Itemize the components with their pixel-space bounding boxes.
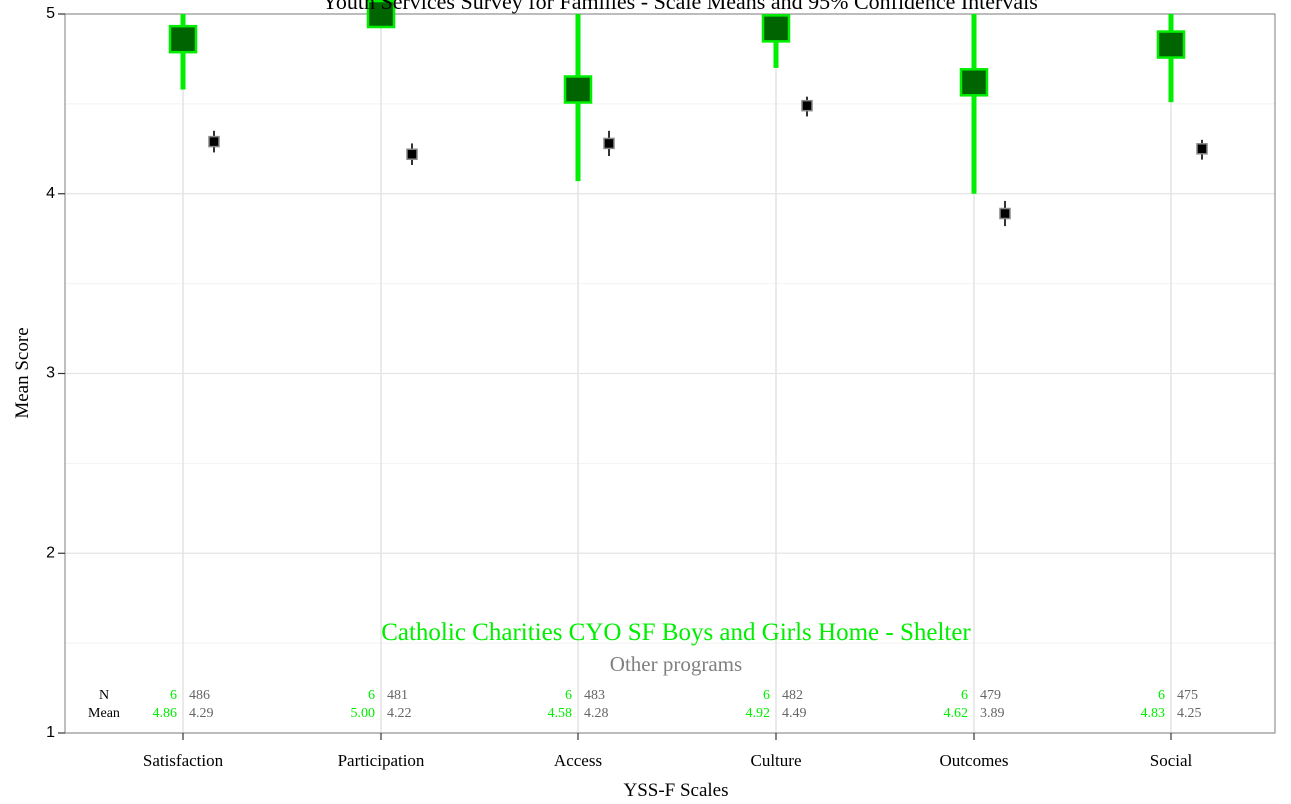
other-n-value: 483 [584,688,605,703]
y-tick-label: 1 [46,724,55,741]
x-axis-title: YSS-F Scales [623,780,728,801]
other-mean-marker [1196,143,1208,155]
other-mean-value: 4.29 [189,706,214,721]
other-mean-marker [406,148,418,160]
other-n-value: 486 [189,688,210,703]
y-axis-title: Mean Score [12,327,33,418]
other-mean-marker [603,137,615,150]
summary-table: N Mean 6 4.86 486 4.29 6 5.00 481 4.22 6 4.58 483 4.2… [88,688,1201,721]
y-tick-label: 4 [46,185,55,202]
program-mean-marker [761,14,791,43]
data-marks [168,0,1208,227]
program-n-value: 6 [170,688,177,703]
other-n-value: 475 [1177,688,1198,703]
other-mean-value: 4.25 [1177,706,1202,721]
y-axis: 1 2 3 4 5 [46,5,65,741]
program-mean-marker [959,68,989,97]
other-mean-marker [999,207,1011,220]
program-mean-value: 4.86 [153,706,178,721]
x-tick-label: Access [554,751,602,770]
program-mean-value: 4.92 [746,706,771,721]
other-mean-value: 4.49 [782,706,807,721]
program-mean-value: 4.83 [1141,706,1166,721]
legend-other-label: Other programs [610,652,742,676]
y-tick-label: 3 [46,365,55,382]
other-mean-value: 4.28 [584,706,609,721]
program-n-value: 6 [1158,688,1165,703]
legend-program-label: Catholic Charities CYO SF Boys and Girls… [381,619,971,646]
other-mean-marker [801,99,813,112]
program-n-value: 6 [368,688,375,703]
program-n-value: 6 [763,688,770,703]
program-n-value: 6 [961,688,968,703]
other-mean-value: 4.22 [387,706,412,721]
program-mean-marker [366,0,396,29]
x-tick-label: Participation [338,751,425,770]
other-mean-marker [208,135,220,148]
y-tick-label: 5 [46,5,55,22]
program-mean-marker [168,24,198,54]
x-tick-label: Outcomes [940,751,1009,770]
minor-gridlines [65,103,1275,644]
program-n-value: 6 [565,688,572,703]
other-mean-value: 3.89 [980,706,1005,721]
program-mean-marker [1156,30,1186,59]
other-n-value: 479 [980,688,1001,703]
x-axis: Satisfaction Participation Access Culture Ou… [143,733,1193,770]
program-mean-marker [563,75,593,104]
other-n-value: 481 [387,688,408,703]
chart-title: Youth Services Survey for Families - Sca… [322,0,1038,14]
x-tick-label: Culture [751,751,802,770]
y-tick-label: 2 [46,544,55,561]
program-mean-value: 4.58 [548,706,573,721]
other-n-value: 482 [782,688,803,703]
x-tick-label: Social [1150,751,1193,770]
program-mean-value: 4.62 [944,706,969,721]
table-row-label-mean: Mean [88,706,120,721]
table-row-label-n: N [99,688,109,703]
program-mean-value: 5.00 [351,706,376,721]
x-tick-label: Satisfaction [143,751,224,770]
